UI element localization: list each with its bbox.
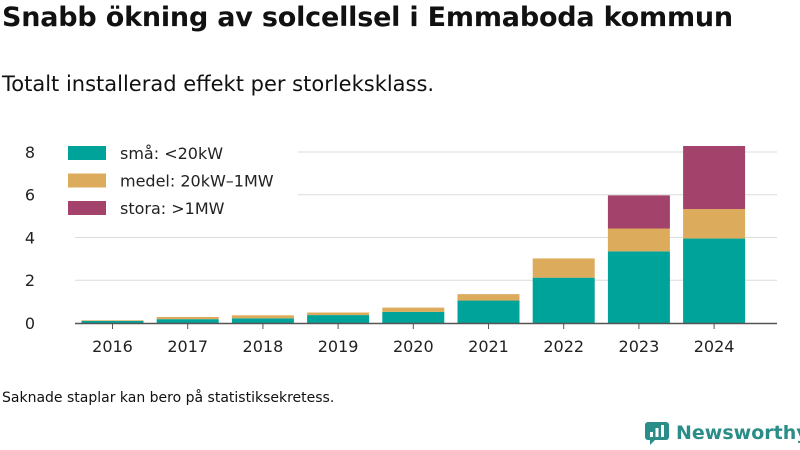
x-tick-label: 2018 bbox=[243, 337, 284, 356]
bar-segment bbox=[607, 251, 670, 323]
bar-segment bbox=[231, 315, 294, 319]
y-tick-label: 8 bbox=[25, 143, 35, 162]
bar-segment bbox=[156, 319, 219, 323]
footnote: Saknade staplar kan bero på statistiksek… bbox=[2, 390, 335, 406]
bar-segment bbox=[231, 318, 294, 323]
bar-segment bbox=[457, 300, 520, 323]
bar-segment bbox=[382, 311, 445, 323]
x-tick-label: 2019 bbox=[318, 337, 359, 356]
x-tick-label: 2020 bbox=[393, 337, 434, 356]
bar-segment bbox=[81, 320, 144, 321]
x-tick-label: 2023 bbox=[619, 337, 660, 356]
legend-swatch bbox=[68, 173, 106, 188]
x-tick-label: 2021 bbox=[468, 337, 509, 356]
bars bbox=[81, 145, 746, 323]
legend: små: <20kW medel: 20kW–1MW stora: >1MW bbox=[58, 138, 298, 224]
y-tick-label: 0 bbox=[25, 314, 35, 333]
bar-segment bbox=[457, 294, 520, 301]
y-axis-ticks: 0 2 4 6 8 bbox=[25, 143, 35, 333]
y-tick-label: 4 bbox=[25, 228, 35, 247]
x-axis: 2016 2017 2018 2019 2020 2021 2022 2023 2024 bbox=[75, 322, 777, 356]
x-tick-label: 2017 bbox=[167, 337, 208, 356]
legend-label: medel: 20kW–1MW bbox=[120, 172, 274, 191]
legend-label: små: <20kW bbox=[120, 144, 223, 163]
bar-segment bbox=[532, 258, 595, 278]
bar-segment bbox=[532, 277, 595, 323]
bar-segment bbox=[683, 238, 746, 323]
bar-segment bbox=[307, 312, 370, 316]
y-tick-label: 6 bbox=[25, 186, 35, 205]
bar-segment bbox=[607, 228, 670, 252]
bar-segment bbox=[607, 195, 670, 229]
y-tick-label: 2 bbox=[25, 271, 35, 290]
chart-subtitle: Totalt installerad effekt per storlekskl… bbox=[2, 72, 435, 96]
x-tick-label: 2016 bbox=[92, 337, 133, 356]
newsworthy-logo[interactable]: Newsworthy bbox=[644, 420, 800, 446]
legend-swatch bbox=[68, 201, 106, 215]
bar-segment bbox=[683, 145, 746, 210]
x-tick-label: 2024 bbox=[694, 337, 735, 356]
bar-segment bbox=[683, 209, 746, 239]
newsworthy-logo-icon bbox=[645, 422, 669, 445]
brand-name: Newsworthy bbox=[676, 422, 800, 444]
bar-segment bbox=[382, 307, 445, 312]
chart-title: Snabb ökning av solcellsel i Emmaboda ko… bbox=[2, 2, 733, 33]
x-tick-label: 2022 bbox=[543, 337, 584, 356]
legend-label: stora: >1MW bbox=[120, 199, 225, 218]
bar-segment bbox=[307, 315, 370, 323]
legend-swatch bbox=[68, 146, 106, 160]
bar-segment bbox=[156, 317, 219, 320]
bar-segment bbox=[81, 320, 144, 323]
